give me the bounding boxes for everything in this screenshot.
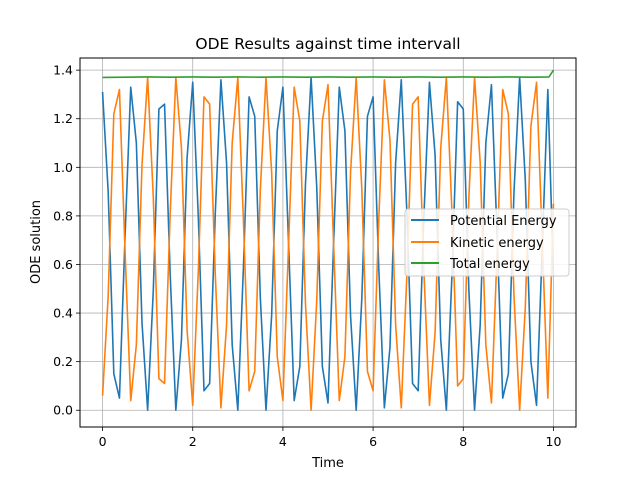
x-tick-label: 6 (369, 434, 377, 449)
x-tick-label: 4 (279, 434, 287, 449)
legend-box (404, 208, 570, 277)
legend-label-potential-energy: Potential Energy (450, 214, 557, 229)
y-tick-label: 1.2 (53, 111, 73, 126)
y-tick-label: 1.0 (53, 160, 73, 175)
plot-lines (101, 69, 555, 412)
series-line-potential-energy (101, 76, 555, 412)
y-tick-label: 0.4 (53, 306, 73, 321)
x-axis-label: Time (311, 456, 344, 471)
legend-label-total-energy: Total energy (449, 257, 530, 272)
chart-title: ODE Results against time intervall (195, 35, 460, 53)
series-line-kinetic-energy (101, 76, 555, 412)
x-tick-label: 0 (99, 434, 107, 449)
y-tick-label: 0.2 (53, 354, 73, 369)
y-tick-label: 0.8 (53, 208, 73, 223)
x-tick-label: 8 (459, 434, 467, 449)
y-tick-label: 0.6 (53, 257, 73, 272)
series-line-total-energy (102, 69, 555, 79)
y-axis-label: ODE solution (29, 200, 44, 284)
x-tick-label: 2 (189, 434, 197, 449)
legend: Potential Energy Kinetic energy Total en… (404, 208, 570, 277)
legend-label-kinetic-energy: Kinetic energy (450, 236, 544, 251)
axes-frame (79, 57, 577, 428)
x-axis-ticks: 0 2 4 6 8 10 (99, 427, 562, 449)
y-axis-ticks: 0.0 0.2 0.4 0.6 0.8 1.0 1.2 1.4 (53, 63, 80, 418)
y-tick-label: 1.4 (53, 63, 73, 78)
y-tick-label: 0.0 (53, 403, 73, 418)
x-tick-label: 10 (546, 434, 562, 449)
